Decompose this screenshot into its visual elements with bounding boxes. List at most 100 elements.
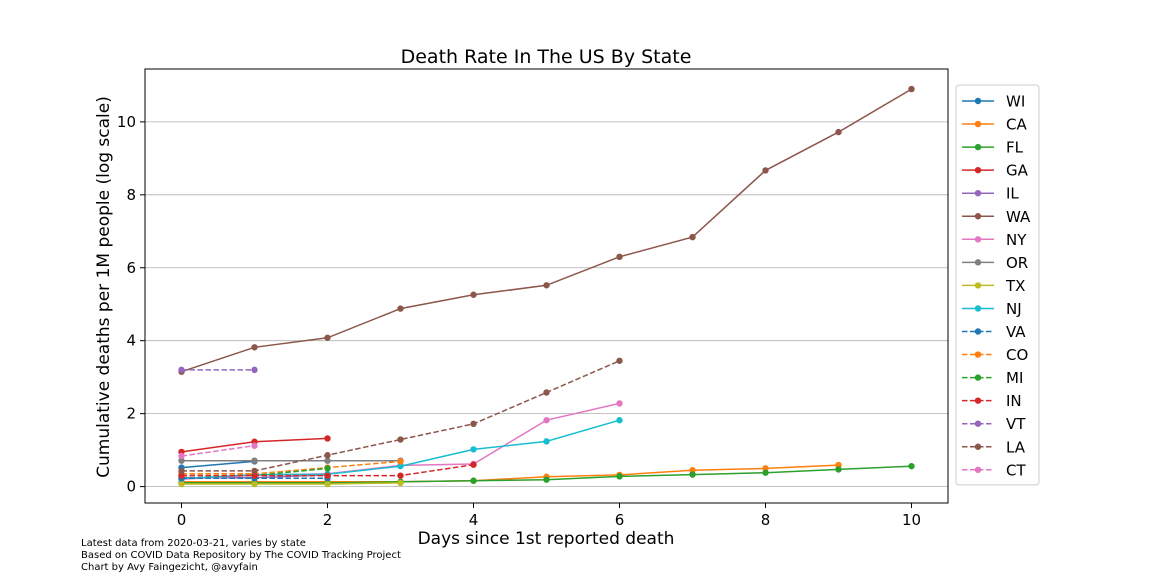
data-point-co: [397, 458, 404, 465]
data-point-la: [397, 436, 404, 443]
legend-marker: [974, 397, 982, 404]
legend-item-il: IL: [962, 185, 1019, 203]
data-point-fl: [616, 473, 623, 480]
data-point-nj: [543, 438, 550, 445]
series-line-wa: [181, 88, 912, 373]
plot-frame: [144, 68, 949, 504]
series-nj: [178, 417, 623, 482]
x-tick-label: 4: [469, 511, 479, 529]
x-tick-label: 10: [902, 511, 921, 529]
legend-item-la: LA: [962, 438, 1026, 456]
data-point-ca: [835, 461, 842, 469]
legend-marker: [974, 351, 982, 358]
legend-label: WI: [1006, 93, 1025, 111]
series-line-co: [181, 460, 401, 475]
series-lines: [178, 85, 915, 488]
legend-label: CA: [1006, 116, 1027, 134]
data-point-la: [470, 420, 477, 428]
legend: WI CA FL GA IL WA NY OR TX NJ VA CO MI IN VT LA CT: [955, 84, 1040, 486]
data-point-fl: [470, 477, 477, 484]
data-point-in: [397, 472, 404, 479]
legend-label: IL: [1006, 185, 1019, 203]
legend-label: WA: [1006, 208, 1031, 226]
legend-marker: [974, 120, 982, 128]
legend-label: CO: [1006, 346, 1028, 364]
data-point-vt: [178, 366, 185, 374]
data-point-fl: [543, 476, 550, 483]
legend-item-ga: GA: [962, 162, 1029, 180]
footnote-credit: Chart by Avy Faingezicht, @avyfain: [81, 562, 258, 573]
data-point-ca: [762, 465, 769, 472]
legend-marker: [974, 213, 982, 220]
data-point-in: [470, 461, 477, 468]
data-point-ga: [324, 435, 331, 442]
data-point-fl: [762, 469, 769, 476]
data-point-wa: [616, 253, 623, 261]
legend-item-wa: WA: [962, 208, 1031, 226]
data-point-ca: [689, 466, 696, 474]
data-point-mi: [324, 465, 331, 472]
data-point-or: [324, 457, 331, 464]
series-in: [178, 461, 477, 479]
y-tick-label: 2: [126, 405, 136, 423]
series-tx: [178, 479, 404, 488]
data-point-wa: [762, 167, 769, 174]
legend-item-tx: TX: [962, 277, 1025, 295]
data-point-nj: [470, 446, 477, 453]
legend-item-va: VA: [962, 323, 1026, 341]
footnote-source: Based on COVID Data Repository by The CO…: [81, 550, 401, 561]
data-point-vt: [251, 366, 258, 374]
y-tick-label: 10: [117, 113, 136, 131]
legend-marker: [974, 282, 982, 289]
legend-item-mi: MI: [962, 369, 1023, 387]
data-point-fl: [908, 462, 915, 470]
data-point-ny: [616, 400, 623, 407]
data-point-nj: [616, 417, 623, 424]
legend-marker: [974, 97, 982, 105]
x-tick-label: 0: [177, 511, 187, 529]
legend-item-vt: VT: [962, 415, 1026, 433]
legend-label: VT: [1006, 415, 1026, 433]
legend-label: OR: [1006, 254, 1028, 272]
legend-label: TX: [1005, 277, 1025, 295]
data-point-or: [251, 457, 258, 464]
data-point-in: [324, 472, 331, 479]
series-vt: [178, 366, 258, 374]
data-point-la: [543, 389, 550, 396]
series-line-wi: [181, 460, 255, 469]
data-point-wa: [908, 85, 915, 93]
series-ct: [178, 442, 258, 460]
x-tick-label: 2: [323, 511, 333, 529]
y-tick-label: 6: [126, 259, 136, 277]
data-point-tx: [178, 480, 185, 488]
data-point-ny: [543, 417, 550, 424]
legend-label: IN: [1006, 392, 1022, 410]
y-axis-label: Cumulative deaths per 1M people (log sca…: [94, 96, 114, 478]
data-point-la: [324, 452, 331, 459]
legend-label: NY: [1006, 231, 1027, 249]
y-tick-label: 0: [126, 478, 136, 496]
legend-label: MI: [1006, 369, 1023, 387]
data-point-ct: [178, 452, 185, 460]
legend-box: [955, 84, 1040, 486]
series-line-ca: [181, 464, 839, 483]
data-point-in: [178, 472, 185, 479]
legend-marker: [974, 190, 982, 197]
y-tick-label: 8: [126, 186, 136, 204]
legend-item-ca: CA: [962, 116, 1027, 134]
data-point-tx: [397, 479, 404, 487]
legend-item-wi: WI: [962, 93, 1025, 111]
y-tick-label: 4: [126, 332, 136, 350]
x-tick-label: 6: [615, 511, 625, 529]
data-point-tx: [251, 480, 258, 488]
data-point-in: [251, 472, 258, 479]
legend-label: NJ: [1006, 300, 1022, 318]
data-point-tx: [324, 480, 331, 488]
x-axis: 0 2 4 6 8 10: [177, 503, 921, 529]
legend-item-nj: NJ: [962, 300, 1022, 318]
data-point-wa: [324, 334, 331, 341]
data-point-la: [178, 467, 185, 475]
series-line-ct: [181, 444, 255, 457]
series-wa: [178, 85, 915, 375]
